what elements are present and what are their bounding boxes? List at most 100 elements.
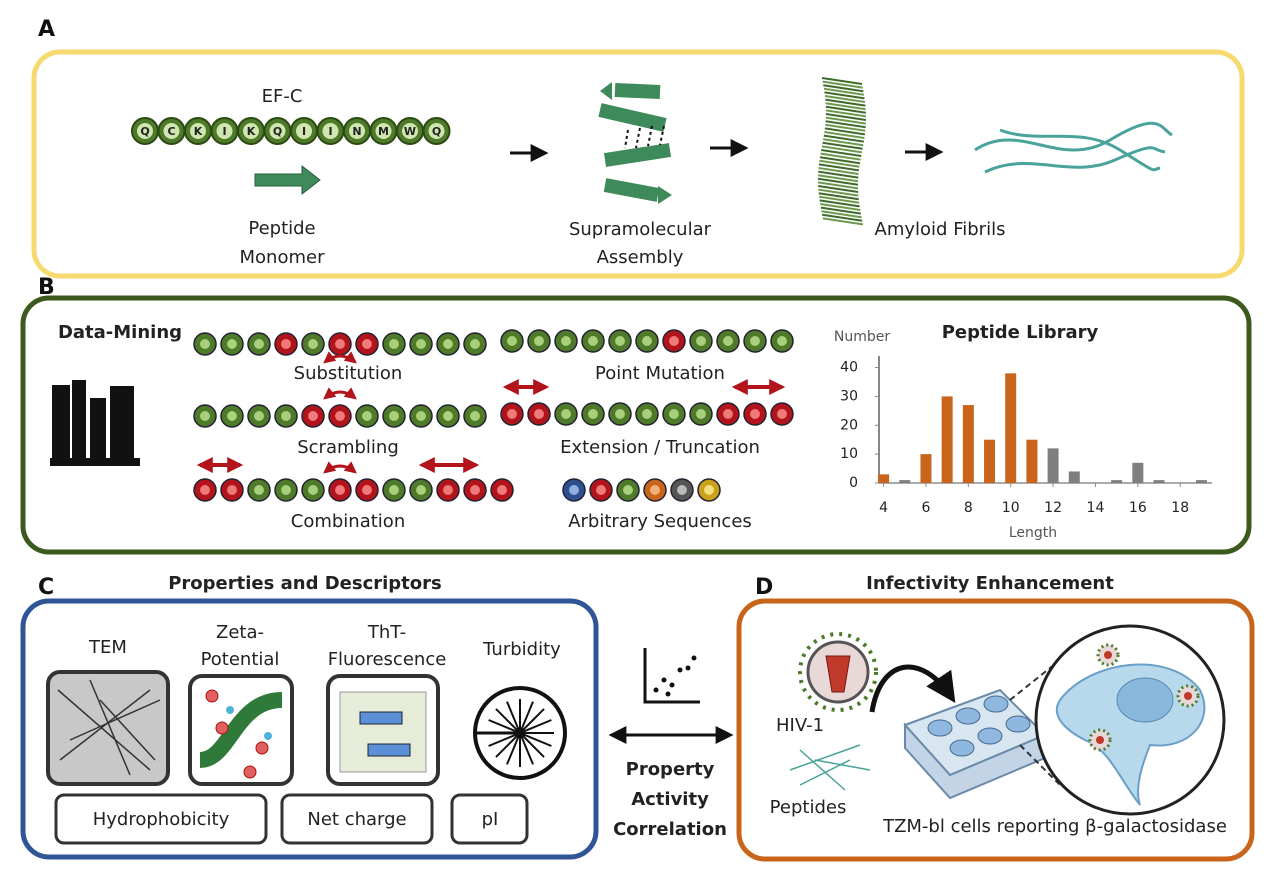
bar bbox=[941, 396, 953, 483]
fibril-strand bbox=[824, 131, 865, 139]
fibril-strand bbox=[823, 87, 865, 96]
fibril bbox=[984, 146, 1166, 174]
descriptor-box bbox=[54, 793, 268, 845]
bead-core bbox=[470, 411, 480, 421]
scatter-dot bbox=[653, 687, 659, 693]
scatter-dot bbox=[677, 667, 683, 673]
bar bbox=[962, 405, 974, 483]
fibril-strand bbox=[825, 123, 866, 132]
fibril-strand bbox=[823, 138, 864, 147]
fibril-strand bbox=[823, 134, 864, 143]
sequence-letter: N bbox=[352, 125, 361, 138]
sequence-bead-core bbox=[137, 123, 153, 139]
panel-d-frame bbox=[736, 598, 1255, 862]
book bbox=[52, 385, 70, 465]
cells-label: TZM-bl cells reporting β-galactosidase bbox=[882, 816, 1227, 837]
fibril-strand bbox=[818, 185, 859, 193]
fibril-strand bbox=[825, 105, 867, 114]
bead-core bbox=[254, 411, 264, 421]
turbidity-ray bbox=[523, 736, 545, 758]
fibril-strand bbox=[824, 95, 866, 103]
bead-core bbox=[443, 485, 453, 495]
bead-core bbox=[281, 485, 291, 495]
plate-well bbox=[977, 727, 1003, 745]
bead-core bbox=[254, 339, 264, 349]
x-tick-label: 4 bbox=[879, 500, 888, 516]
tem-fiber bbox=[99, 699, 156, 761]
method-label: Point Mutation bbox=[595, 363, 725, 384]
bead-core bbox=[561, 409, 571, 419]
turbidity-ray bbox=[506, 701, 519, 728]
descriptor-label: Hydrophobicity bbox=[93, 809, 230, 830]
bar bbox=[1005, 373, 1017, 483]
tht-dye bbox=[359, 711, 403, 725]
bead-core bbox=[534, 336, 544, 346]
bound-virus-core bbox=[1104, 651, 1112, 659]
bead-core bbox=[534, 409, 544, 419]
sequence-bead-core bbox=[243, 123, 259, 139]
sequence-bead-core bbox=[190, 123, 206, 139]
bead-core bbox=[416, 411, 426, 421]
fibril-strand bbox=[825, 113, 867, 121]
correlation-label: Property bbox=[626, 759, 715, 780]
turbidity-ray bbox=[525, 734, 552, 747]
bar bbox=[899, 480, 911, 483]
y-tick-label: 40 bbox=[840, 360, 858, 376]
bead-core bbox=[507, 409, 517, 419]
bead-core bbox=[362, 339, 372, 349]
sequence-letter: Q bbox=[140, 125, 149, 138]
x-tick-label: 14 bbox=[1087, 500, 1105, 516]
fibril-strand bbox=[817, 177, 859, 186]
ion bbox=[226, 706, 234, 714]
x-tick-label: 8 bbox=[964, 500, 973, 516]
book bbox=[72, 380, 86, 465]
bead-core bbox=[704, 485, 714, 495]
descriptor-box bbox=[280, 793, 434, 845]
peptide-fibril bbox=[814, 759, 871, 771]
bead-core bbox=[254, 485, 264, 495]
descriptor-box bbox=[450, 793, 529, 845]
stage-label: Peptide bbox=[248, 218, 315, 239]
ion bbox=[215, 721, 229, 735]
tht-bg bbox=[339, 691, 427, 773]
sequence-bead-core bbox=[163, 123, 180, 139]
y-tick-label: 20 bbox=[840, 417, 858, 433]
fibril-strand bbox=[822, 213, 863, 222]
peptide-name: EF-C bbox=[262, 86, 303, 107]
strand-arrow bbox=[254, 164, 321, 196]
ion bbox=[205, 689, 219, 703]
measure-label: ThT- bbox=[367, 622, 406, 643]
sequence-letter: C bbox=[167, 125, 175, 138]
tem-fiber bbox=[57, 689, 151, 771]
bead-core bbox=[723, 409, 733, 419]
bead-core bbox=[650, 485, 660, 495]
stage-label: Amyloid Fibrils bbox=[875, 219, 1006, 240]
fibril-strand bbox=[819, 159, 860, 168]
fibril-strand bbox=[820, 152, 861, 161]
fibril bbox=[999, 128, 1161, 172]
swap-arrow bbox=[323, 387, 357, 400]
bead-core bbox=[615, 336, 625, 346]
scatter-dot bbox=[669, 682, 675, 688]
tem-fiber bbox=[69, 699, 161, 741]
bead-core bbox=[443, 411, 453, 421]
nucleus bbox=[1116, 677, 1174, 723]
sequence-bead-core bbox=[322, 123, 339, 139]
fibril-strand bbox=[821, 77, 863, 85]
fibril-strand bbox=[825, 120, 866, 129]
panel-a-frame bbox=[31, 49, 1245, 279]
turbidity-ray bbox=[521, 701, 534, 728]
bead-core bbox=[281, 411, 291, 421]
measure-label: Turbidity bbox=[482, 639, 561, 660]
x-tick-label: 16 bbox=[1129, 500, 1147, 516]
chart-title: Peptide Library bbox=[942, 322, 1099, 343]
sheet-strand bbox=[603, 178, 660, 202]
sequence-letter: M bbox=[378, 125, 389, 138]
peptide-fibril bbox=[799, 759, 851, 786]
sequence-letter: Q bbox=[432, 125, 441, 138]
bead-core bbox=[750, 336, 760, 346]
bead-core bbox=[308, 411, 318, 421]
plate-well bbox=[949, 739, 975, 757]
measure-label: Potential bbox=[201, 649, 280, 670]
sheet-strand bbox=[598, 103, 667, 132]
